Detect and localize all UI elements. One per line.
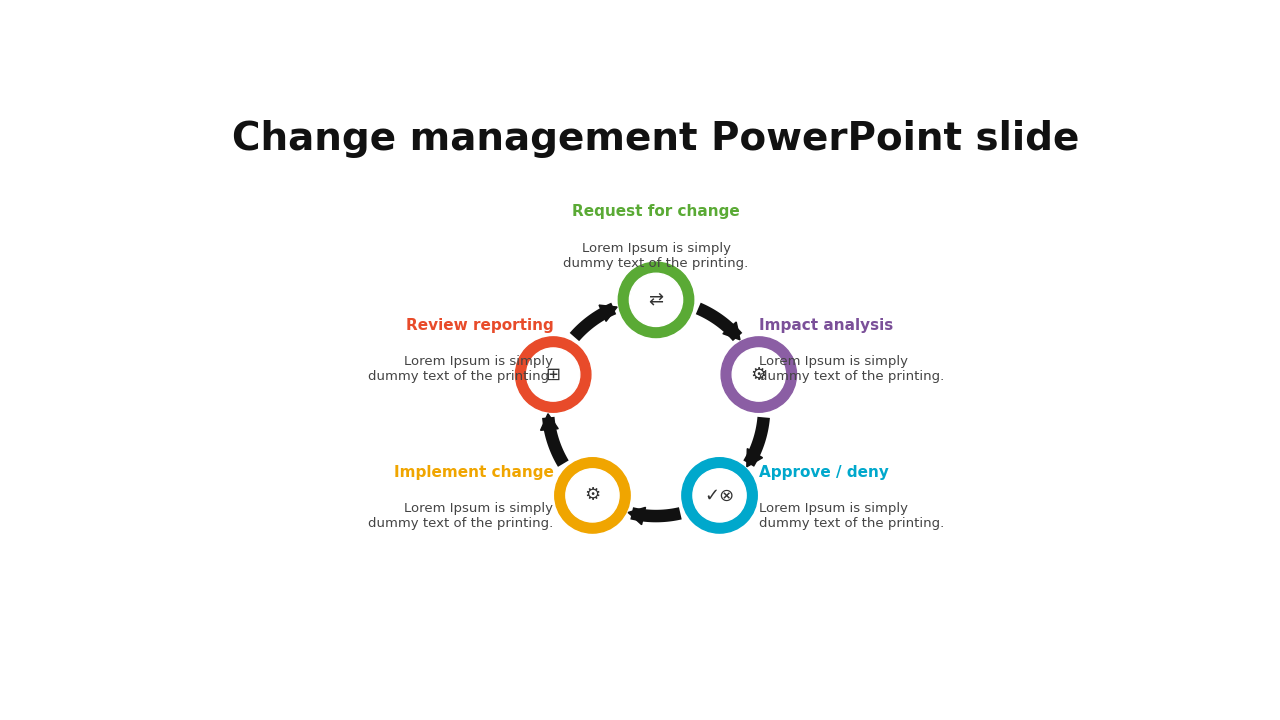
- Text: Request for change: Request for change: [572, 204, 740, 220]
- Circle shape: [630, 273, 682, 326]
- Polygon shape: [540, 414, 558, 431]
- Text: Approve / deny: Approve / deny: [759, 465, 888, 480]
- Circle shape: [618, 262, 694, 338]
- Text: Review reporting: Review reporting: [406, 318, 553, 333]
- Text: ⊞: ⊞: [545, 366, 561, 384]
- Text: ⇄: ⇄: [649, 291, 663, 309]
- Circle shape: [721, 337, 796, 413]
- Text: Lorem Ipsum is simply
dummy text of the printing.: Lorem Ipsum is simply dummy text of the …: [759, 503, 943, 530]
- Polygon shape: [599, 305, 617, 321]
- Text: ⚙: ⚙: [751, 366, 767, 384]
- Text: Implement change: Implement change: [393, 465, 553, 480]
- Polygon shape: [628, 508, 645, 525]
- Circle shape: [566, 469, 620, 522]
- Circle shape: [692, 469, 746, 522]
- Text: ⚙: ⚙: [585, 487, 600, 505]
- Circle shape: [516, 337, 591, 413]
- Text: Lorem Ipsum is simply
dummy text of the printing.: Lorem Ipsum is simply dummy text of the …: [369, 503, 553, 530]
- Circle shape: [526, 348, 580, 401]
- Text: Lorem Ipsum is simply
dummy text of the printing.: Lorem Ipsum is simply dummy text of the …: [563, 242, 749, 269]
- Text: Lorem Ipsum is simply
dummy text of the printing.: Lorem Ipsum is simply dummy text of the …: [759, 355, 943, 383]
- Text: Impact analysis: Impact analysis: [759, 318, 893, 333]
- Circle shape: [554, 458, 630, 533]
- Polygon shape: [723, 322, 740, 340]
- Polygon shape: [746, 449, 763, 467]
- Text: ✓⊗: ✓⊗: [704, 487, 735, 505]
- Text: Lorem Ipsum is simply
dummy text of the printing.: Lorem Ipsum is simply dummy text of the …: [369, 355, 553, 383]
- Text: Change management PowerPoint slide: Change management PowerPoint slide: [232, 120, 1080, 158]
- Circle shape: [732, 348, 786, 401]
- Circle shape: [682, 458, 758, 533]
